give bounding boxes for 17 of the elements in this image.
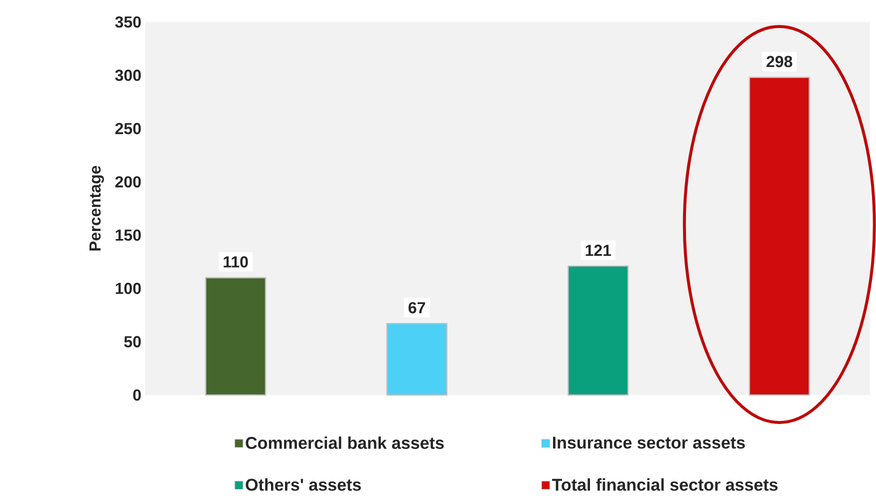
legend-label: Commercial bank assets: [246, 436, 444, 449]
y-tick-label: 250: [115, 122, 141, 134]
data-label: 121: [586, 244, 612, 256]
y-tick-label: 150: [116, 229, 141, 241]
y-tick-label: 350: [115, 16, 141, 28]
y-tick-label: 0: [133, 389, 141, 401]
data-label: 298: [766, 56, 792, 68]
y-tick-label: 100: [116, 282, 141, 294]
legend-label: Total financial sector assets: [552, 478, 778, 491]
y-tick-label: 50: [124, 336, 141, 348]
legend-label: Others' assets: [246, 478, 361, 491]
legend-label: Insurance sector assets: [553, 436, 745, 449]
y-axis-title: Percentage: [90, 166, 104, 251]
y-tick-label: 200: [115, 176, 141, 188]
data-label: 67: [408, 302, 426, 314]
data-label: 110: [224, 256, 248, 268]
y-tick-label: 300: [115, 70, 141, 81]
